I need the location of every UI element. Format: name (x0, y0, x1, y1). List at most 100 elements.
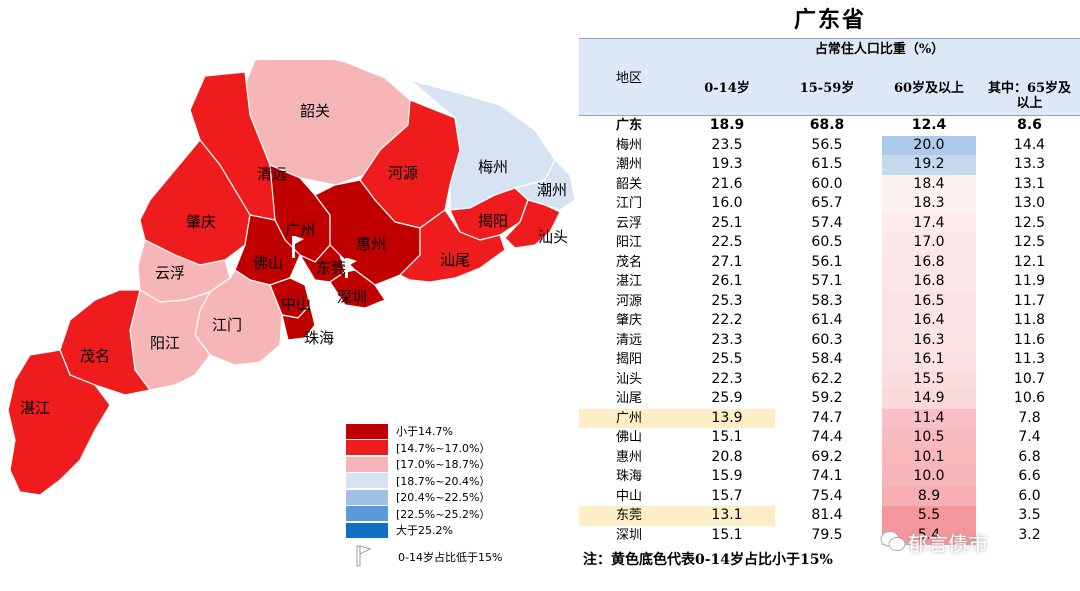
cell-age-65plus: 11.6 (1013, 331, 1046, 348)
region-dongguan (299, 244, 346, 283)
map-label-jiangmen: 江门 (212, 316, 242, 334)
cell-age-15-59: 56.1 (811, 253, 843, 270)
table-row: 惠州 20.8 69.2 10.1 6.8 (579, 447, 1080, 467)
cell-age-60plus: 17.0 (879, 233, 979, 253)
cell-age-15-59: 57.4 (811, 214, 843, 231)
cell-age-0-14: 25.9 (711, 390, 743, 406)
cell-age-15-59: 61.5 (811, 156, 843, 172)
cell-age-65plus: 6.6 (1018, 468, 1041, 484)
cell-region: 韶关 (615, 176, 642, 192)
region-zhuhai (281, 304, 316, 341)
cell-region: 潮州 (615, 157, 642, 172)
cell-age-65plus: 14.4 (1013, 136, 1046, 153)
heat-bar (882, 155, 976, 175)
cell-region: 梅州 (615, 137, 642, 153)
cell-age-0-14: 15.7 (711, 487, 743, 504)
cell-age-0-14: 21.6 (711, 175, 743, 192)
cell-age-65plus: 6.8 (1018, 448, 1041, 465)
map-label-zhanjiang: 湛江 (20, 399, 50, 417)
header-age-0-14: 0-14岁 (704, 81, 750, 96)
map-label-shantou: 汕头 (538, 228, 568, 246)
heat-bar (882, 486, 976, 506)
cell-age-60plus: 12.4 (911, 117, 947, 133)
table-row: 江门 16.0 65.7 18.3 13.0 (579, 194, 1080, 214)
map-label-zhaoqing: 肇庆 (186, 213, 216, 231)
cell-age-0-14: 13.9 (679, 408, 775, 428)
cell-age-65plus: 7.8 (1018, 409, 1041, 426)
cell-age-60plus: 5.4 (879, 525, 979, 545)
cell-age-65plus: 11.3 (1013, 351, 1046, 367)
table-row: 湛江 26.1 57.1 16.8 11.9 (579, 272, 1080, 292)
cell-age-65plus: 11.9 (1013, 273, 1046, 289)
legend-label: 小于14.7% (396, 425, 453, 438)
map-label-jieyang: 揭阳 (478, 212, 508, 230)
heat-bar (882, 428, 976, 448)
cell-age-15-59: 74.4 (811, 429, 843, 445)
cell-age-0-14: 15.9 (711, 468, 743, 484)
cell-age-60plus: 16.1 (879, 350, 979, 370)
table-row: 河源 25.3 58.3 16.5 11.7 (579, 291, 1080, 311)
map-label-shenzhen: 深圳 (337, 288, 367, 306)
page-title: 广东省 (793, 7, 866, 33)
heat-bar (882, 467, 976, 487)
cell-region: 云浮 (615, 215, 642, 231)
heat-bar (882, 389, 976, 409)
cell-age-15-59: 58.3 (811, 292, 843, 309)
cell-age-60plus: 18.4 (879, 174, 979, 194)
flag-guangzhou (292, 236, 304, 258)
region-shanwei (399, 209, 506, 283)
table-row: 梅州 23.5 56.5 20.0 14.4 (579, 135, 1080, 155)
cell-age-0-14: 25.1 (711, 214, 743, 231)
cell-age-0-14: 23.3 (711, 331, 743, 348)
cell-age-15-59: 65.7 (811, 195, 843, 211)
heat-bar (882, 525, 976, 545)
map-label-zhuhai: 珠海 (304, 329, 334, 347)
cell-age-0-14: 15.1 (711, 429, 743, 445)
cell-age-65plus: 3.2 (1018, 526, 1041, 543)
cell-age-65plus: 11.8 (1013, 312, 1046, 328)
legend-label: [22.5%~25.2%） (396, 507, 491, 521)
map-label-foshan: 佛山 (253, 254, 283, 272)
cell-age-65plus: 3.5 (1018, 507, 1041, 523)
cell-age-0-14: 18.9 (709, 117, 745, 133)
cell-age-15-59: 60.0 (811, 175, 843, 192)
legend-label: [18.7%~20.4%） (396, 474, 491, 488)
footnote: 注：黄色底色代表0-14岁占比小于15% (583, 552, 833, 568)
cell-age-65plus: 6.0 (1018, 487, 1041, 504)
map-label-maoming: 茂名 (80, 347, 110, 365)
table-row: 广州 13.9 74.7 11.4 7.8 (579, 408, 1080, 428)
cell-age-0-14: 25.5 (711, 351, 743, 367)
map-label-shanwei: 汕尾 (440, 251, 470, 269)
table-row: 广东 18.9 68.8 12.4 8.6 (579, 116, 1080, 136)
heat-bar (882, 350, 976, 370)
cell-age-60plus: 19.2 (879, 155, 979, 175)
map-label-meizhou: 梅州 (478, 158, 508, 176)
cell-age-0-14: 22.5 (711, 234, 743, 250)
cell-age-60plus: 11.4 (879, 408, 979, 428)
heat-bar (882, 311, 976, 331)
cell-age-15-59: 74.7 (811, 409, 843, 426)
table-row: 阳江 22.5 60.5 17.0 12.5 (579, 233, 1080, 253)
cell-age-60plus: 16.5 (879, 291, 979, 311)
table-row: 肇庆 22.2 61.4 16.4 11.8 (579, 311, 1080, 331)
map-label-heyuan: 河源 (388, 164, 418, 182)
cell-region: 深圳 (615, 527, 642, 543)
cell-region: 佛山 (615, 430, 642, 445)
heat-bar (882, 447, 976, 467)
legend-item: [18.7%~20.4%） (346, 473, 490, 489)
table-row: 韶关 21.6 60.0 18.4 13.1 (579, 174, 1080, 194)
cell-age-60plus: 10.1 (879, 447, 979, 467)
watermark: 郁言债市 (908, 532, 988, 556)
region-zhanjiang (7, 349, 111, 496)
cell-age-15-59: 69.2 (811, 448, 843, 465)
cell-age-65plus: 12.5 (1013, 214, 1046, 231)
legend-item: 小于14.7% (346, 423, 453, 439)
table-row: 深圳 15.1 79.5 5.4 3.2 (579, 525, 1080, 545)
map-label-yunfu: 云浮 (155, 264, 185, 282)
cell-age-65plus: 10.6 (1013, 390, 1046, 406)
cell-age-65plus: 10.7 (1013, 370, 1046, 387)
heat-bar (882, 233, 976, 253)
table-row: 东莞 13.1 81.4 5.5 3.5 (579, 506, 1080, 526)
cell-age-65plus: 8.6 (1017, 117, 1042, 133)
cell-age-0-14: 26.1 (711, 273, 743, 289)
